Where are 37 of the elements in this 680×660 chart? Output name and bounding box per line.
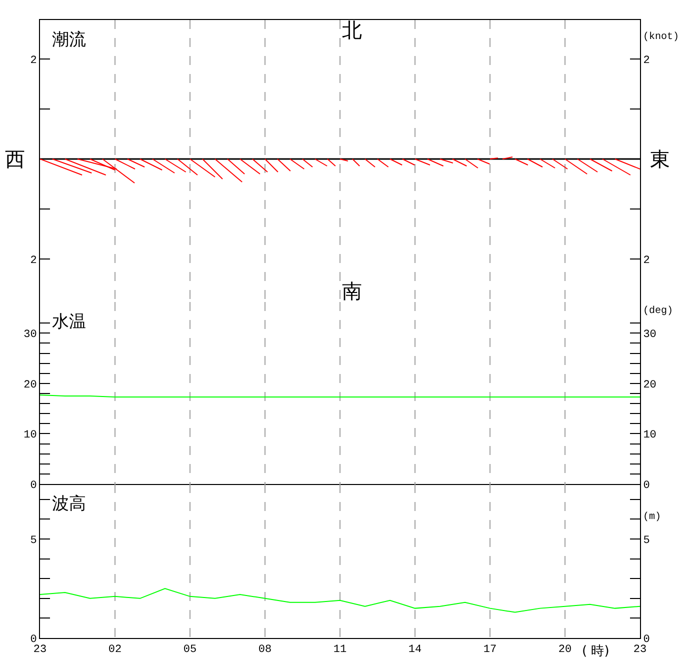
x-tick-label: 17	[483, 644, 497, 656]
y-tick-label: 2	[30, 54, 37, 67]
y-tick-label: 2	[30, 254, 37, 267]
text: 潮流	[52, 30, 86, 50]
x-tick-label: 23	[33, 644, 47, 656]
y2-axis-title: (m)	[643, 511, 662, 523]
y-tick-label: 30	[24, 329, 37, 342]
annotation: 南	[342, 279, 362, 303]
x-tick-label: 14	[408, 644, 422, 656]
y2-tick-label: 30	[643, 329, 656, 342]
y2-tick-label: 0	[643, 480, 650, 492]
x-tick-label: 20	[558, 644, 572, 656]
y2-axis-title: (knot)	[643, 31, 680, 43]
text: ( 時)	[582, 644, 610, 659]
y2-tick-label: 10	[643, 430, 656, 442]
y2-tick-label: 2	[643, 54, 650, 67]
y-tick-label: 0	[30, 480, 37, 492]
text: 西	[5, 147, 25, 171]
text: 波高	[52, 494, 86, 514]
y-tick-label: 5	[30, 534, 37, 547]
y-tick-label: 10	[24, 430, 37, 442]
line-series	[40, 588, 640, 613]
x-tick-label: 02	[108, 644, 122, 656]
y-tick-label: 0	[30, 634, 37, 646]
x-tick-label: 08	[258, 644, 272, 656]
text: 水温	[52, 312, 86, 332]
text: 東	[650, 147, 670, 171]
y2-tick-label: 0	[643, 634, 650, 646]
y-tick-label: 20	[24, 379, 37, 392]
x-tick-label: 11	[333, 644, 347, 656]
y2-axis-title: (deg)	[643, 305, 674, 317]
y2-tick-label: 20	[643, 379, 656, 392]
x-tick-label: 23	[633, 644, 647, 656]
y2-tick-label: 5	[643, 534, 650, 547]
y2-tick-label: 2	[643, 254, 650, 267]
annotation: 北	[342, 18, 362, 42]
x-tick-label: 05	[183, 644, 197, 656]
